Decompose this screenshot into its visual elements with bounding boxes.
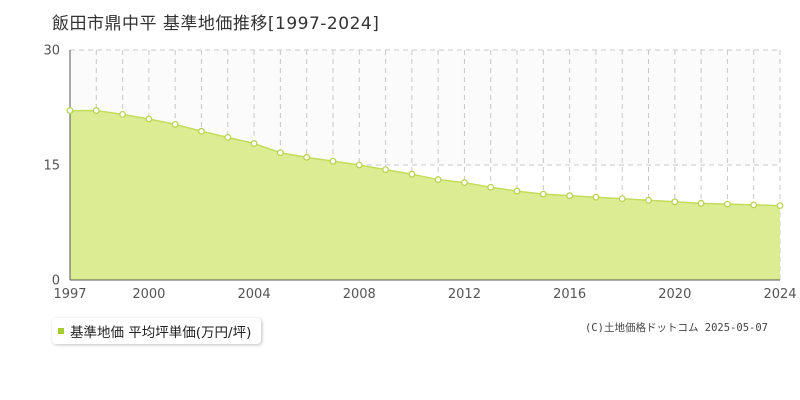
x-tick-label: 2012 bbox=[448, 287, 481, 302]
data-point bbox=[539, 190, 547, 198]
y-tick-label: 15 bbox=[43, 159, 60, 174]
x-tick-label: 2004 bbox=[238, 287, 271, 302]
series-area-fill bbox=[70, 110, 780, 280]
y-tick-label: 30 bbox=[43, 44, 60, 59]
data-point bbox=[250, 140, 258, 147]
data-point bbox=[224, 133, 232, 141]
series-markers bbox=[66, 107, 784, 210]
data-point bbox=[724, 200, 731, 208]
y-tick-labels: 0 15 30 bbox=[43, 44, 60, 289]
y-tick-label: 0 bbox=[52, 274, 60, 289]
data-point bbox=[434, 176, 442, 183]
data-point bbox=[776, 202, 784, 210]
x-tick-label: 2020 bbox=[658, 287, 691, 302]
data-point bbox=[355, 161, 363, 169]
series-line bbox=[70, 109, 781, 207]
data-point bbox=[697, 199, 705, 207]
data-point bbox=[145, 115, 153, 123]
data-point bbox=[276, 149, 284, 157]
axes bbox=[69, 50, 780, 281]
legend: 基準地価 平均坪単価(万円/坪) bbox=[52, 318, 262, 344]
data-point bbox=[329, 157, 337, 165]
data-point bbox=[66, 107, 74, 114]
data-point bbox=[198, 127, 205, 135]
data-point bbox=[382, 166, 389, 174]
x-tick-label: 2008 bbox=[343, 287, 376, 302]
data-point bbox=[461, 179, 468, 187]
x-tick-label: 2016 bbox=[553, 287, 586, 302]
legend-swatch bbox=[58, 328, 64, 334]
copyright-text: (C)土地価格ドットコム 2025-05-07 bbox=[584, 322, 768, 334]
data-point bbox=[119, 110, 126, 118]
data-point bbox=[408, 170, 416, 178]
data-point bbox=[303, 153, 311, 161]
data-point bbox=[513, 187, 521, 195]
data-point bbox=[487, 183, 495, 191]
data-point bbox=[592, 193, 600, 201]
data-point bbox=[645, 196, 652, 204]
data-point bbox=[566, 192, 574, 200]
chart-title: 飯田市鼎中平 基準地価推移[1997-2024] bbox=[52, 14, 380, 34]
x-tick-labels: 1997 2000 2004 2008 2012 2016 2020 2024 bbox=[53, 287, 796, 302]
legend-label: 基準地価 平均坪単価(万円/坪) bbox=[70, 325, 252, 341]
x-tick-label: 2000 bbox=[132, 287, 165, 302]
data-point bbox=[171, 120, 179, 128]
x-tick-label: 1997 bbox=[53, 287, 86, 302]
x-tick-label: 2024 bbox=[763, 287, 796, 302]
data-point bbox=[750, 201, 758, 209]
data-point bbox=[618, 195, 626, 203]
data-point bbox=[671, 198, 679, 206]
data-point bbox=[92, 107, 100, 114]
series-area bbox=[70, 109, 781, 280]
